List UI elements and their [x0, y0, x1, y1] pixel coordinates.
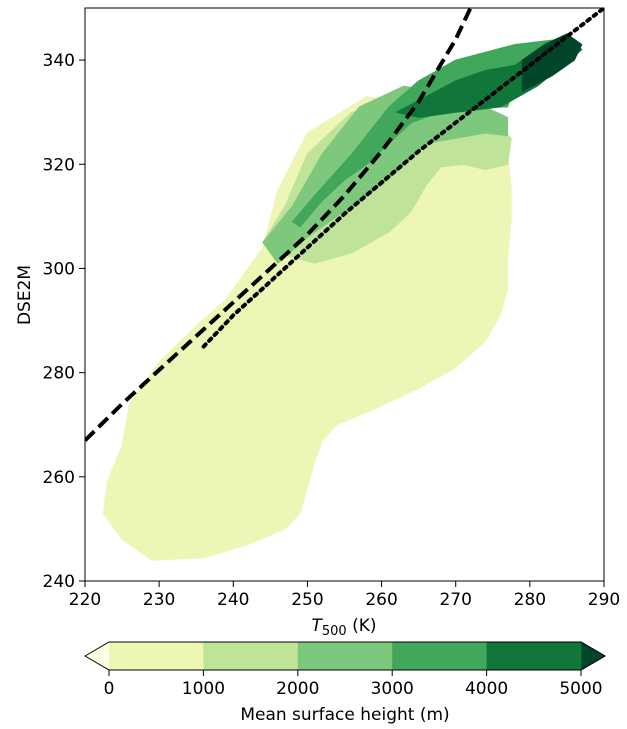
y-tick-label: 340	[43, 51, 75, 71]
dotted-line	[201, 8, 604, 349]
plot-frame	[84, 7, 605, 582]
x-tick-label: 240	[217, 590, 249, 610]
y-tick-label: 320	[43, 155, 75, 175]
x-tick-label: 270	[439, 590, 471, 610]
colorbar-extend-min	[84, 641, 110, 671]
y-tick-label: 260	[43, 468, 75, 488]
colorbar-segment	[203, 642, 299, 670]
x-axis: 220 230 240 250 260 270 280 290	[69, 581, 620, 610]
colorbar-tick-label: 4000	[465, 679, 508, 699]
colorbar-tick-label: 0	[104, 679, 115, 699]
x-tick-label: 250	[291, 590, 323, 610]
y-tick-label: 300	[43, 259, 75, 279]
colorbar-extend-max	[580, 641, 606, 671]
x-tick-label: 230	[143, 590, 175, 610]
plot-area: 220 230 240 250 260 270 280 290 240 260 280 300 320…	[43, 7, 620, 610]
colorbar: 0 1000 2000 3000 4000 5000	[84, 641, 606, 699]
y-tick-label: 280	[43, 364, 75, 384]
y-tick-label: 240	[43, 572, 75, 592]
x-tick-label: 220	[69, 590, 101, 610]
contour-regions	[103, 33, 583, 561]
colorbar-segment	[109, 642, 204, 670]
colorbar-tick-label: 5000	[559, 679, 602, 699]
colorbar-tick-label: 1000	[182, 679, 225, 699]
contour-region-5	[521, 33, 583, 92]
y-axis: 240 260 280 300 320 340	[43, 51, 85, 592]
colorbar-tick-label: 2000	[276, 679, 319, 699]
y-axis-label: DSE2M	[15, 265, 35, 325]
colorbar-segment	[297, 642, 393, 670]
x-tick-label: 260	[365, 590, 397, 610]
dashed-line	[85, 8, 473, 442]
colorbar-segment	[486, 642, 582, 670]
x-tick-label: 290	[588, 590, 620, 610]
colorbar-tick-label: 3000	[371, 679, 414, 699]
x-axis-label: T500 (K)	[311, 616, 376, 639]
x-tick-label: 280	[514, 590, 546, 610]
colorbar-segment	[392, 642, 488, 670]
reference-lines	[85, 8, 604, 442]
colorbar-label: Mean surface height (m)	[240, 705, 449, 725]
